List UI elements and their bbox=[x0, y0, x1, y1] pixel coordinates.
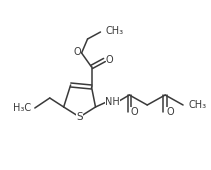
Text: H₃C: H₃C bbox=[13, 103, 31, 113]
Text: O: O bbox=[106, 55, 113, 65]
Text: O: O bbox=[74, 47, 81, 57]
Text: CH₃: CH₃ bbox=[188, 100, 206, 110]
Text: S: S bbox=[76, 112, 83, 122]
Text: O: O bbox=[166, 107, 174, 117]
Text: NH: NH bbox=[105, 97, 120, 107]
Text: O: O bbox=[130, 107, 138, 117]
Text: CH₃: CH₃ bbox=[106, 26, 124, 36]
